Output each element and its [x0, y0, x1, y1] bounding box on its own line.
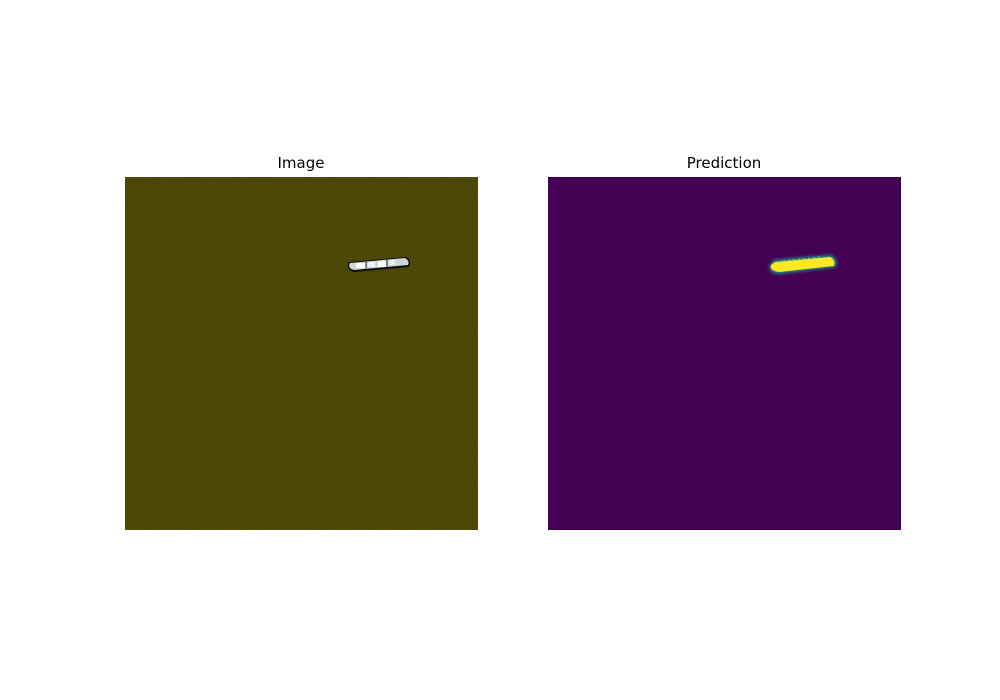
ship-block-2	[368, 262, 375, 267]
mask-background	[548, 177, 901, 530]
prediction-mask	[548, 177, 901, 530]
ship-block-1	[356, 263, 365, 268]
satellite-image	[125, 177, 478, 530]
mask-core	[770, 257, 835, 272]
water-texture	[125, 177, 478, 530]
prediction-panel-title: Prediction	[686, 154, 762, 172]
ship-block-3	[378, 261, 386, 267]
prediction-mask-panel	[548, 177, 901, 530]
ship-block-4	[389, 260, 395, 265]
satellite-image-panel	[125, 177, 478, 530]
image-panel-title: Image	[277, 154, 325, 172]
mask-speckle	[782, 256, 824, 262]
